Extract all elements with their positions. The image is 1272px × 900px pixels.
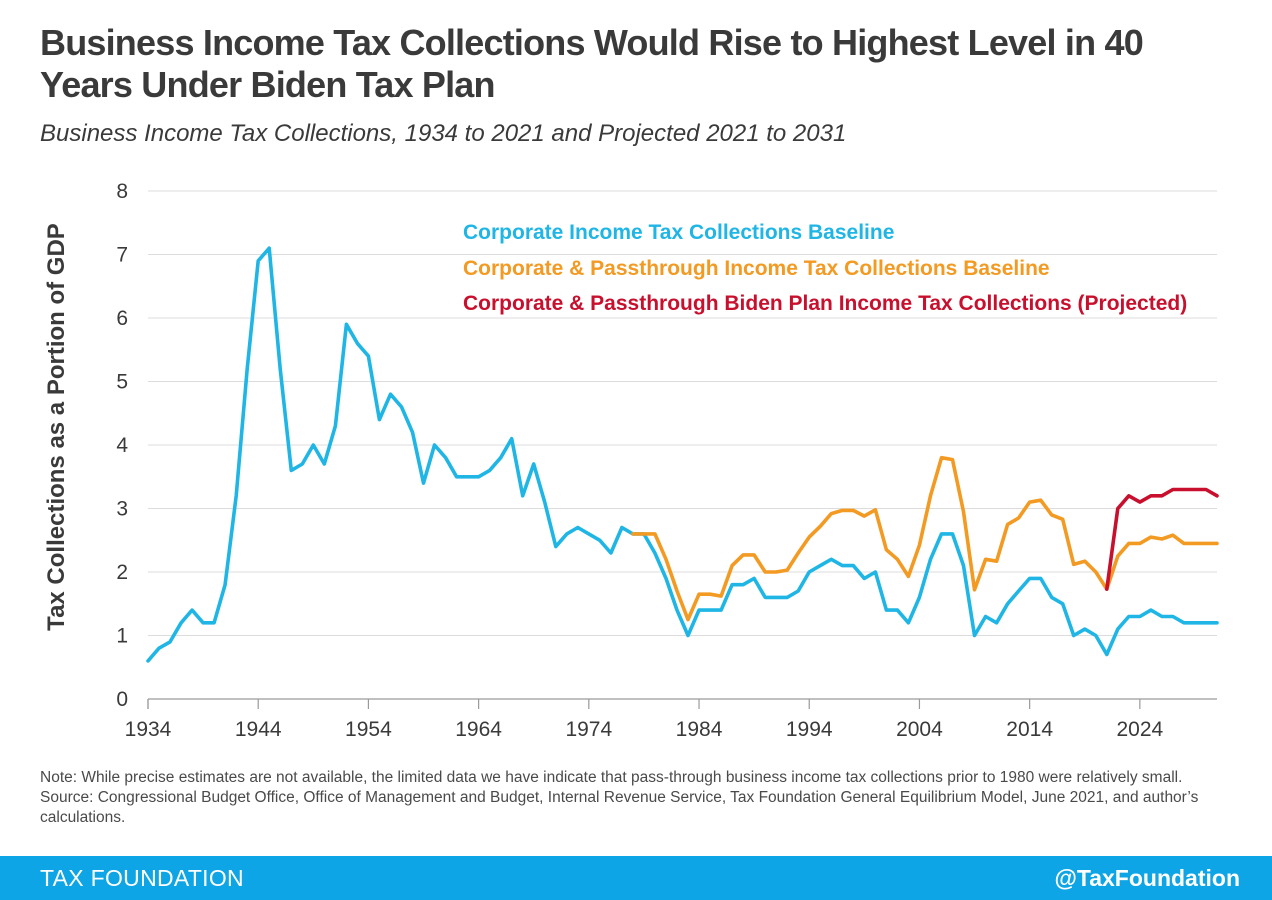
- x-tick-label: 2004: [896, 718, 943, 741]
- line-chart: 0 1 2 3 4 5 6 7 8 1934 1944 1954 1964 1974 1984 1994 200…: [43, 180, 1219, 741]
- axes: 0 1 2 3 4 5 6 7 8 1934 1944 1954 1964 1974 1984 1994 200…: [116, 180, 1217, 741]
- y-tick-label: 7: [116, 244, 128, 267]
- legend: Corporate Income Tax Collections Baselin…: [463, 221, 1187, 315]
- legend-entry-1: Corporate Income Tax Collections Baselin…: [463, 221, 894, 244]
- x-tick-label: 1954: [345, 718, 392, 741]
- series-line-2: [631, 455, 1219, 622]
- notes-block: Note: While precise estimates are not av…: [40, 768, 1230, 828]
- y-tick-label: 0: [116, 688, 128, 711]
- legend-entry-3: Corporate & Passthrough Biden Plan Incom…: [463, 292, 1187, 315]
- x-tick-label: 1964: [455, 718, 502, 741]
- y-tick-label: 4: [116, 434, 128, 457]
- note-text: Note: While precise estimates are not av…: [40, 769, 1183, 786]
- x-tick-label: 1974: [565, 718, 612, 741]
- legend-entry-2: Corporate & Passthrough Income Tax Colle…: [463, 257, 1050, 280]
- chart-title: Business Income Tax Collections Would Ri…: [40, 22, 1144, 105]
- y-tick-label: 2: [116, 561, 128, 584]
- x-tick-label: 1934: [125, 718, 172, 741]
- y-axis-label: Tax Collections as a Portion of GDP: [43, 223, 70, 631]
- source-text: Source: Congressional Budget Office, Off…: [40, 789, 1199, 826]
- y-tick-label: 3: [116, 498, 128, 521]
- series-line-3: [1105, 487, 1219, 591]
- series-lines: [146, 246, 1219, 663]
- x-tick-label: 2024: [1116, 718, 1163, 741]
- y-tick-label: 6: [116, 307, 128, 330]
- footer-brand: TAX FOUNDATION: [40, 865, 244, 891]
- y-tick-label: 5: [116, 371, 128, 394]
- chart-subtitle: Business Income Tax Collections, 1934 to…: [40, 120, 847, 147]
- x-tick-label: 2014: [1006, 718, 1053, 741]
- gridlines: [148, 190, 1217, 636]
- x-tick-label: 1944: [235, 718, 282, 741]
- y-tick-label: 8: [116, 180, 128, 203]
- y-tick-label: 1: [116, 625, 128, 648]
- footer-handle[interactable]: @TaxFoundation: [1054, 865, 1240, 891]
- x-tick-label: 1984: [676, 718, 723, 741]
- x-tick-label: 1994: [786, 718, 833, 741]
- series-line-1: [146, 246, 1219, 663]
- footer-bar: TAX FOUNDATION @TaxFoundation: [0, 856, 1272, 900]
